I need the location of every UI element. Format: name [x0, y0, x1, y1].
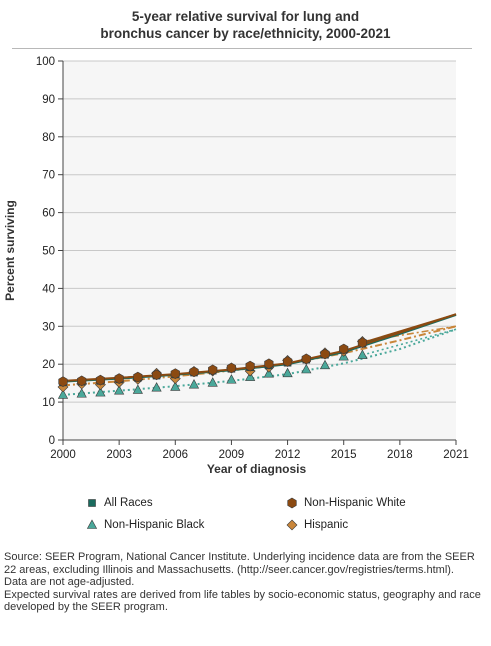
- data-point-non-hispanic-black-2003: [114, 385, 125, 395]
- y-tick-label-0: 0: [49, 435, 55, 447]
- y-tick-label-80: 80: [42, 132, 55, 144]
- series-non-hispanic-white: [58, 313, 457, 387]
- y-tick-label-40: 40: [42, 283, 55, 295]
- y-tick-label-10: 10: [42, 397, 55, 409]
- data-point-non-hispanic-black-2000: [57, 389, 69, 399]
- data-point-non-hispanic-white-2004: [133, 371, 143, 383]
- data-point-non-hispanic-white-2008: [208, 364, 218, 376]
- chart-title: 5-year relative survival for lung and br…: [0, 8, 491, 42]
- trend-line-non-hispanic-white: [62, 313, 457, 382]
- y-axis-title: Percent surviving: [3, 200, 17, 301]
- x-tick-label-2009: 2009: [219, 449, 245, 461]
- x-tick-label-2012: 2012: [275, 449, 301, 461]
- data-point-non-hispanic-white-2010: [245, 360, 255, 372]
- y-tick-label-50: 50: [42, 246, 55, 258]
- data-point-non-hispanic-black-2016: [357, 349, 368, 359]
- x-tick-label-2000: 2000: [50, 449, 76, 461]
- data-point-non-hispanic-black-2014: [319, 359, 331, 370]
- survival-line-chart: 0 10 20 30 40 50 60 70 80 90 100 2000 2003 2006 2009 20…: [3, 56, 469, 476]
- data-point-non-hispanic-black-2011: [263, 368, 274, 378]
- y-tick-label-60: 60: [42, 208, 55, 220]
- x-tick-label-2021: 2021: [443, 449, 469, 461]
- data-point-non-hispanic-white-2016: [357, 337, 368, 348]
- data-point-non-hispanic-white-2005: [151, 369, 162, 381]
- y-tick-label-70: 70: [42, 170, 55, 182]
- x-axis-title: Year of diagnosis: [207, 462, 307, 476]
- source-line-1: Source: SEER Program, National Cancer In…: [4, 551, 475, 576]
- data-point-non-hispanic-white-2007: [189, 366, 199, 378]
- source-line-3: Expected survival rates are derived from…: [4, 588, 481, 614]
- data-point-non-hispanic-white-2001: [77, 375, 87, 387]
- projected-line-non-hispanic-white: [362, 313, 457, 344]
- y-tick-label-30: 30: [42, 321, 55, 333]
- source-notes: Source: SEER Program, National Cancer In…: [4, 551, 488, 614]
- y-tick-label-20: 20: [42, 359, 55, 371]
- data-point-non-hispanic-black-2008: [207, 377, 218, 387]
- y-tick-label-100: 100: [36, 56, 55, 68]
- chart-title-line-2: bronchus cancer by race/ethnicity, 2000-…: [100, 26, 391, 41]
- data-point-non-hispanic-black-2005: [151, 382, 162, 392]
- data-point-non-hispanic-black-2012: [282, 367, 293, 378]
- data-point-non-hispanic-white-2014: [320, 348, 330, 360]
- data-point-non-hispanic-white-2003: [114, 373, 124, 384]
- data-point-non-hispanic-white-2002: [95, 374, 106, 386]
- data-point-non-hispanic-white-2015: [339, 343, 349, 355]
- series-non-hispanic-black: [57, 328, 457, 399]
- data-point-non-hispanic-black-2009: [226, 374, 237, 384]
- data-point-non-hispanic-black-2001: [76, 388, 87, 398]
- data-point-non-hispanic-black-2007: [188, 379, 200, 389]
- projected-line-non-hispanic-black: [362, 328, 457, 356]
- x-tick-label-2015: 2015: [331, 449, 357, 461]
- data-point-non-hispanic-white-2012: [282, 356, 293, 367]
- trend-line-non-hispanic-black: [62, 328, 457, 396]
- x-tick-label-2018: 2018: [387, 449, 413, 461]
- data-point-non-hispanic-black-2006: [170, 381, 181, 391]
- data-point-non-hispanic-black-2004: [132, 384, 143, 394]
- data-point-non-hispanic-black-2013: [301, 363, 312, 374]
- data-point-non-hispanic-white-2000: [58, 376, 68, 387]
- title-divider: [12, 48, 472, 49]
- x-tick-label-2006: 2006: [162, 449, 188, 461]
- source-line-2: Data are not age-adjusted.: [4, 576, 135, 589]
- data-point-non-hispanic-black-2002: [95, 386, 106, 397]
- data-point-non-hispanic-white-2009: [226, 362, 237, 374]
- data-point-non-hispanic-white-2011: [264, 358, 274, 370]
- x-tick-label-2003: 2003: [106, 449, 132, 461]
- y-tick-label-90: 90: [42, 94, 55, 106]
- data-point-non-hispanic-white-2006: [170, 368, 180, 380]
- chart-title-line-1: 5-year relative survival for lung and: [131, 9, 360, 24]
- data-point-non-hispanic-white-2013: [301, 353, 311, 365]
